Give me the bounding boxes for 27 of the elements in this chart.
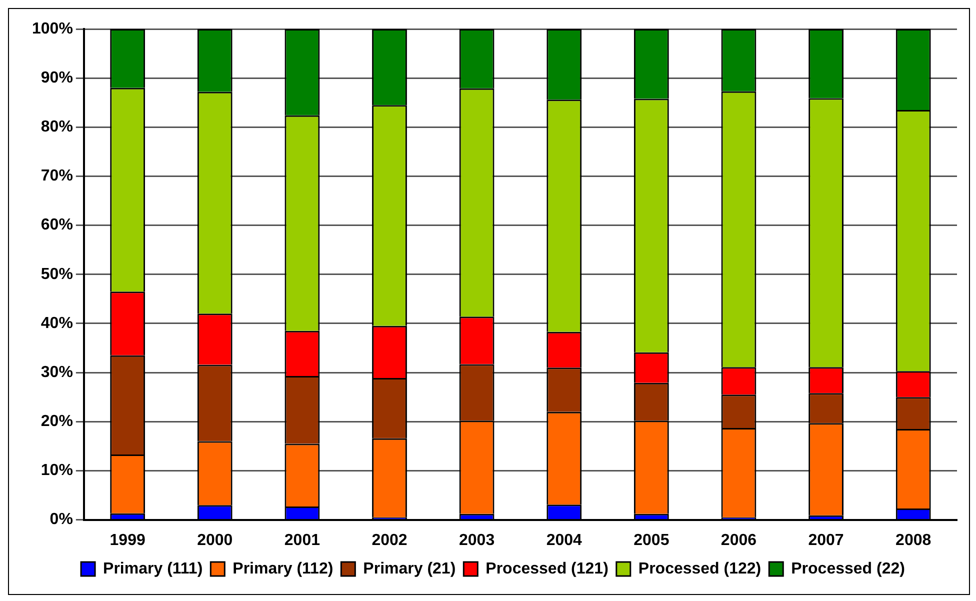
- x-tick-label: 2007: [808, 532, 844, 549]
- x-tick-label: 1999: [110, 532, 146, 549]
- y-tick-label: 30%: [40, 364, 73, 381]
- y-tick-label: 50%: [40, 266, 73, 283]
- y-tick-label: 80%: [40, 118, 73, 136]
- x-tick-label: 2000: [197, 532, 233, 549]
- x-tick-label: 2003: [459, 532, 495, 549]
- x-tick-label: 2005: [634, 532, 670, 549]
- y-tick-label: 10%: [40, 462, 73, 480]
- y-tick-label: 70%: [40, 168, 73, 185]
- x-tick-label: 2006: [720, 532, 757, 549]
- y-tick-label: 40%: [40, 314, 73, 332]
- legend-label: Processed (22): [791, 560, 905, 578]
- x-tick-label: 2008: [896, 532, 932, 549]
- x-tick-label: 2002: [372, 532, 408, 549]
- legend-label: Processed (122): [638, 560, 762, 578]
- x-tick-label: 2004: [546, 532, 582, 549]
- legend-label: Processed (121): [486, 560, 608, 578]
- x-tick-label: 2001: [284, 532, 320, 549]
- legend-label: Primary (112): [232, 560, 334, 578]
- y-tick-label: 0%: [50, 511, 73, 528]
- legend-label: Primary (111): [103, 560, 203, 578]
- y-tick-label: 90%: [40, 69, 73, 86]
- y-tick-label: 20%: [40, 413, 73, 430]
- y-tick-label: 60%: [40, 216, 73, 234]
- y-tick-label: 100%: [32, 20, 73, 38]
- legend-label: Primary (21): [363, 560, 456, 578]
